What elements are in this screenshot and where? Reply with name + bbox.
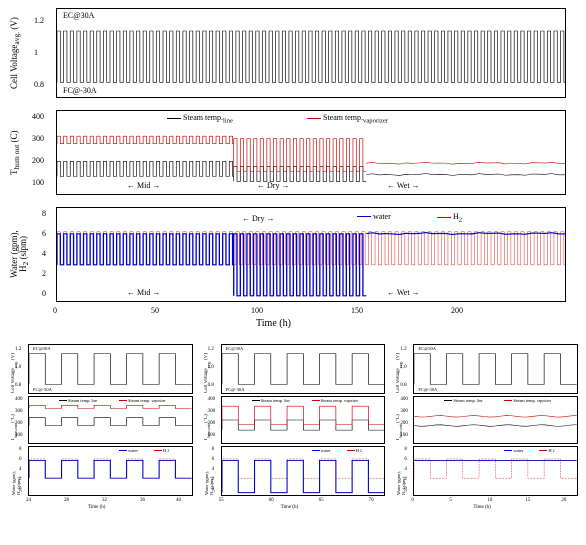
wtick-2: 4: [42, 249, 46, 258]
temp-legend-line: Steam temp.line: [167, 113, 233, 125]
thumb-c2-v-svg: [414, 345, 577, 393]
xt-2: 100: [251, 306, 263, 315]
voltage-plot: EC@30A FC@-30A: [56, 8, 566, 98]
ttick-1: 200: [32, 156, 44, 165]
thumb-c2-voltage: Cell Voltageavg. (V) EC@30A FC@-30A 0.8 …: [413, 344, 578, 394]
thumb-col-2: Cell Voltageavg. (V) EC@30A FC@-30A 0.8 …: [393, 344, 578, 512]
thumb-c0-water: Water (gpm),H2 (slpm) water H2 0 2 4 6 8: [28, 446, 193, 496]
water-legend-water: water: [357, 212, 391, 221]
thumb-c0-t-svg: [29, 397, 192, 443]
thumb-c0-v-svg: [29, 345, 192, 393]
main-figure-block: Cell Voltageavg. (V) 0.8 1 1.2 EC@30A FC…: [0, 0, 586, 512]
temp-region-mid: ← Mid →: [127, 181, 160, 190]
wtick-3: 6: [42, 229, 46, 238]
temp-y-label: Thum out (C): [10, 120, 20, 185]
temp-legend-swatch-black: [167, 118, 181, 119]
thumb-c1-t-svg: [222, 397, 385, 443]
thumb-c1-v-svg: [222, 345, 385, 393]
water-panel-wrap: Water (gpm),H2 (slpm) 0 2 4 6 8 ← Dry → …: [56, 207, 566, 302]
voltage-y-label: Cell Voltageavg. (V): [10, 13, 20, 93]
temp-region-dry: ← Dry →: [257, 181, 289, 190]
water-y-label: Water (gpm),H2 (slpm): [10, 212, 29, 297]
water-region-dry: ← Dry →: [242, 214, 274, 223]
thumb-c2-xaxis: 0 5 10 15 20 Time (h): [413, 498, 578, 512]
ttick-3: 400: [32, 112, 44, 121]
thumb-c1-xaxis: 55 60 65 70 Time (h): [221, 498, 386, 512]
thumb-c2-t-svg: [414, 397, 577, 443]
thumb-c0-voltage: Cell Voltageavg. (V) EC@30A FC@-30A 0.8 …: [28, 344, 193, 394]
thumb-c1-water: Water (gpm),H2 (slpm) water H2 0 2 4 6 8: [221, 446, 386, 496]
vtick-0: 0.8: [34, 80, 44, 89]
thumb-c1-temp: Thum,out (°C) Steam temp.line Steam temp…: [221, 396, 386, 444]
voltage-svg: [57, 9, 565, 97]
xt-3: 150: [351, 306, 363, 315]
water-region-wet: ← Wet →: [387, 288, 420, 297]
xt-1: 50: [151, 306, 159, 315]
thumb-col-0: Cell Voltageavg. (V) EC@30A FC@-30A 0.8 …: [8, 344, 193, 512]
xt-4: 200: [451, 306, 463, 315]
vtick-2: 1.2: [34, 16, 44, 25]
thumb-c0-temp: Thum,out (°C) Steam temp.line Steam temp…: [28, 396, 193, 444]
wtick-0: 0: [42, 289, 46, 298]
vtick-1: 1: [34, 48, 38, 57]
water-legend-swatch-blue: [357, 216, 371, 217]
thumb-c1-voltage: Cell Voltageavg. (V) EC@30A FC@-30A 0.8 …: [221, 344, 386, 394]
thumb-c1-w-svg: [222, 447, 385, 495]
temp-panel-wrap: Thum out (C) 100 200 300 400 Steam temp.…: [56, 110, 566, 195]
water-region-mid: ← Mid →: [127, 288, 160, 297]
main-x-axis: 0 50 100 150 200 Time (h): [56, 306, 566, 334]
x-axis-label: Time (h): [256, 318, 291, 329]
wtick-4: 8: [42, 209, 46, 218]
xt-0: 0: [53, 306, 57, 315]
ttick-2: 300: [32, 134, 44, 143]
water-legend-swatch-red: [437, 217, 451, 218]
voltage-ec-label: EC@30A: [63, 11, 94, 20]
thumb-c2-water: Water (gpm),H2 (slpm) water H2 0 2 4 6 8: [413, 446, 578, 496]
temp-region-wet: ← Wet →: [387, 181, 420, 190]
ttick-0: 100: [32, 178, 44, 187]
voltage-fc-label: FC@-30A: [63, 86, 97, 95]
thumb-col-1: Cell Voltageavg. (V) EC@30A FC@-30A 0.8 …: [201, 344, 386, 512]
voltage-panel-wrap: Cell Voltageavg. (V) 0.8 1 1.2 EC@30A FC…: [56, 8, 566, 98]
thumb-c0-xaxis: 24 28 32 36 40 Time (h): [28, 498, 193, 512]
temp-legend-swatch-red: [307, 118, 321, 119]
thumb-c2-w-svg: [414, 447, 577, 495]
main-panels: Cell Voltageavg. (V) 0.8 1 1.2 EC@30A FC…: [0, 0, 586, 336]
temp-legend-vap: Steam temp.vaporizer: [307, 113, 388, 125]
wtick-1: 2: [42, 269, 46, 278]
water-plot: ← Dry → water H2 ← Mid → ← Wet →: [56, 207, 566, 302]
thumb-c0-w-svg: [29, 447, 192, 495]
thumb-c2-temp: Thum,out (°C) Steam temp.line Steam temp…: [413, 396, 578, 444]
water-legend-h2: H2: [437, 212, 462, 224]
thumb-grid: Cell Voltageavg. (V) EC@30A FC@-30A 0.8 …: [8, 344, 578, 512]
temp-plot: Steam temp.line Steam temp.vaporizer ← M…: [56, 110, 566, 195]
